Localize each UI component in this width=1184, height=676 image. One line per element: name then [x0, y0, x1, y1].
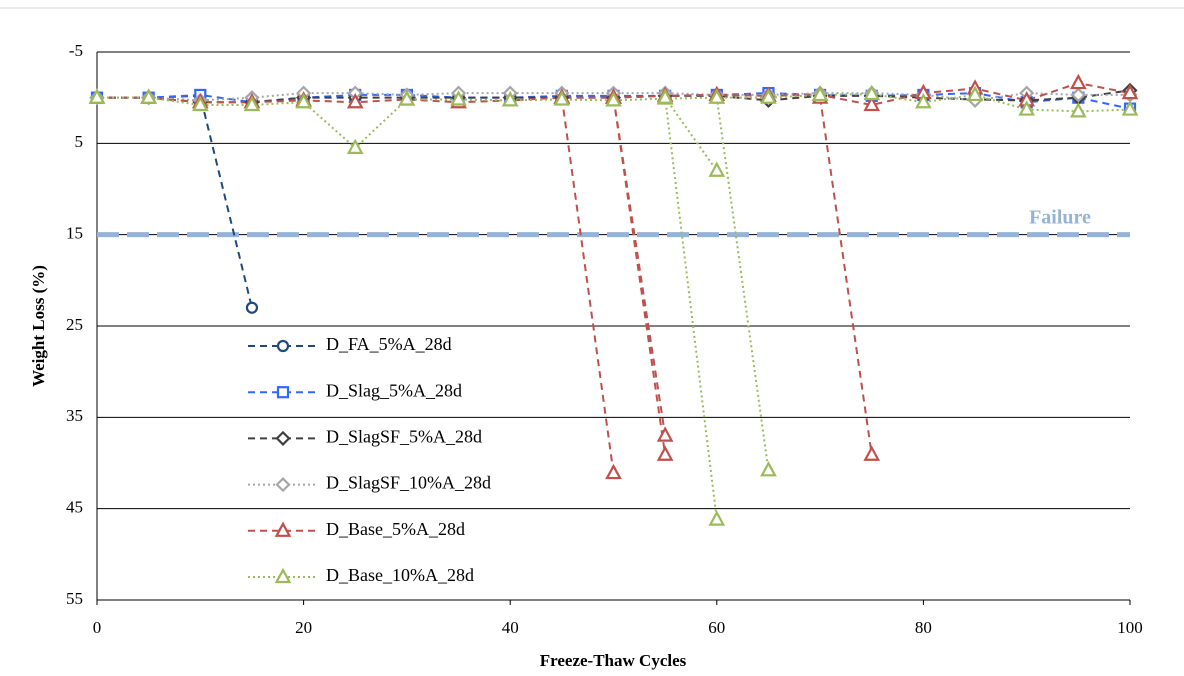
x-tick-label: 60: [708, 618, 725, 637]
x-tick-label: 40: [502, 618, 519, 637]
x-tick-label: 100: [1117, 618, 1143, 637]
x-axis-title: Freeze-Thaw Cycles: [540, 651, 687, 670]
legend-marker: [276, 386, 290, 399]
marker: [863, 95, 881, 112]
x-tick-label: 80: [915, 618, 932, 637]
y-tick-label: 35: [66, 406, 83, 425]
legend-marker: [274, 567, 292, 584]
marker: [708, 161, 726, 177]
marker: [760, 88, 777, 104]
marker: [605, 91, 622, 107]
legend-marker: [274, 521, 292, 537]
marker: [656, 445, 674, 461]
marker: [966, 85, 984, 102]
marker: [243, 95, 261, 112]
marker: [88, 88, 106, 104]
legend-marker: [276, 339, 290, 353]
marker: [191, 95, 209, 112]
marker: [863, 84, 881, 101]
marker: [811, 85, 829, 102]
marker: [708, 510, 726, 526]
marker: [708, 88, 726, 104]
legend-label: D_SlagSF_10%A_28d: [326, 473, 491, 493]
series-line: [97, 94, 253, 308]
legend-label: D_SlagSF_5%A_28d: [326, 427, 482, 447]
marker: [398, 90, 416, 106]
marker: [915, 92, 932, 109]
legend-label: D_FA_5%A_28d: [326, 334, 452, 354]
marker: [140, 88, 157, 104]
legend-marker: [275, 430, 291, 446]
y-tick-label: -5: [69, 41, 83, 60]
marker: [450, 90, 467, 106]
marker: [1070, 87, 1086, 103]
legend-marker: [275, 477, 291, 493]
failure-label: Failure: [1029, 206, 1091, 228]
y-tick-label: 25: [66, 315, 83, 334]
marker: [1121, 100, 1139, 116]
y-tick-label: 45: [66, 498, 83, 517]
marker: [501, 91, 519, 107]
series-line: [97, 82, 1131, 474]
marker: [656, 426, 674, 442]
y-tick-label: 55: [66, 589, 83, 608]
y-tick-label: 15: [66, 224, 83, 243]
marker: [346, 138, 364, 154]
y-axis-title: Weight Loss (%): [29, 265, 48, 387]
marker: [760, 460, 777, 477]
legend-label: D_Slag_5%A_28d: [326, 380, 462, 400]
marker: [1018, 100, 1036, 116]
marker: [863, 445, 881, 461]
marker: [1070, 102, 1087, 118]
marker: [1121, 83, 1139, 100]
marker: [553, 90, 571, 106]
y-tick-label: 5: [75, 132, 84, 151]
marker: [245, 301, 259, 314]
marker: [1070, 73, 1087, 90]
marker: [295, 92, 312, 109]
legend-label: D_Base_5%A_28d: [326, 519, 465, 539]
x-tick-label: 20: [295, 618, 312, 637]
x-tick-label: 0: [93, 618, 102, 637]
marker: [656, 88, 674, 104]
legend-label: D_Base_10%A_28d: [326, 565, 474, 585]
marker: [605, 463, 622, 480]
marker: [346, 92, 364, 109]
